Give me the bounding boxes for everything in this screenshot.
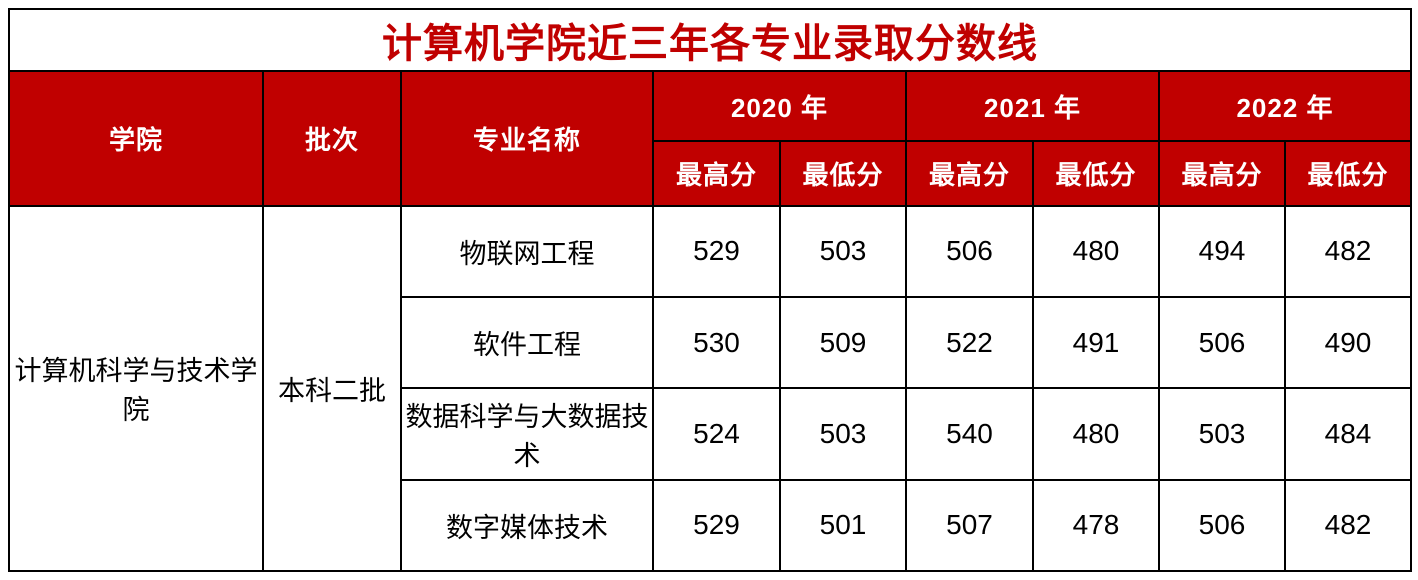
- score-cell-2021-max: 507: [905, 478, 1034, 573]
- score-cell-2021-min: 491: [1032, 295, 1160, 390]
- score-cell-2020-max: 524: [652, 387, 781, 481]
- table-title: 计算机学院近三年各专业录取分数线: [7, 7, 1413, 73]
- score-cell-2022-min: 482: [1283, 478, 1413, 573]
- score-cell-2022-min: 482: [1283, 204, 1413, 299]
- score-cell-2021-min: 478: [1032, 478, 1160, 573]
- score-cell-2020-min: 503: [779, 204, 907, 299]
- sub-header-2021-min: 最低分: [1032, 140, 1160, 207]
- table-row: 计算机科学与技术学院 本科二批 物联网工程 529 503 506 480 49…: [8, 204, 1413, 573]
- sub-header-2022-min: 最低分: [1283, 140, 1413, 207]
- column-header-batch: 批次: [262, 70, 402, 207]
- score-cell-2020-max: 530: [652, 295, 781, 390]
- major-cell: 数据科学与大数据技术: [400, 387, 654, 481]
- score-cell-2020-min: 509: [779, 295, 907, 390]
- score-cell-2022-min: 490: [1283, 295, 1413, 390]
- score-cell-2022-min: 484: [1283, 387, 1413, 481]
- sub-header-2020-max: 最高分: [652, 140, 781, 207]
- batch-cell: 本科二批: [262, 204, 402, 573]
- score-cell-2022-max: 503: [1158, 387, 1286, 481]
- score-cell-2022-max: 506: [1158, 478, 1286, 573]
- score-cell-2021-max: 506: [905, 204, 1034, 299]
- score-cell-2020-max: 529: [652, 478, 781, 573]
- table-row: 数字媒体技术 529 501 507 478 506 482: [9, 478, 1413, 573]
- score-cell-2021-min: 480: [1032, 387, 1160, 481]
- score-cell-2022-max: 506: [1158, 295, 1286, 390]
- score-cell-2021-max: 522: [905, 295, 1034, 390]
- column-header-major: 专业名称: [400, 70, 654, 207]
- score-cell-2022-max: 494: [1158, 204, 1286, 299]
- score-cell-2020-max: 529: [652, 204, 781, 299]
- sub-header-2022-max: 最高分: [1158, 140, 1286, 207]
- sub-header-2020-min: 最低分: [779, 140, 907, 207]
- score-cell-2020-min: 503: [779, 387, 907, 481]
- year-group-header-2021: 2021 年: [905, 70, 1160, 143]
- year-group-header-2022: 2022 年: [1157, 70, 1413, 143]
- admission-score-table-wrap: 计算机学院近三年各专业录取分数线 学院 批次 专业名称 2020 年 2021 …: [7, 7, 1413, 573]
- major-cell: 物联网工程: [400, 204, 654, 299]
- column-header-college: 学院: [8, 70, 264, 207]
- college-cell: 计算机科学与技术学院: [8, 204, 264, 573]
- major-cell: 软件工程: [400, 295, 654, 390]
- sub-header-2021-max: 最高分: [905, 140, 1034, 207]
- table-row: 数据科学与大数据技术 524 503 540 480 503 484: [9, 387, 1413, 481]
- table-row: 软件工程 530 509 522 491 506 490: [9, 295, 1413, 390]
- score-cell-2021-max: 540: [905, 387, 1034, 481]
- score-cell-2021-min: 480: [1032, 204, 1160, 299]
- admission-score-table: 计算机学院近三年各专业录取分数线 学院 批次 专业名称 2020 年 2021 …: [7, 7, 1413, 573]
- year-group-header-2020: 2020 年: [652, 70, 907, 143]
- major-cell: 数字媒体技术: [400, 478, 654, 573]
- score-cell-2020-min: 501: [779, 478, 907, 573]
